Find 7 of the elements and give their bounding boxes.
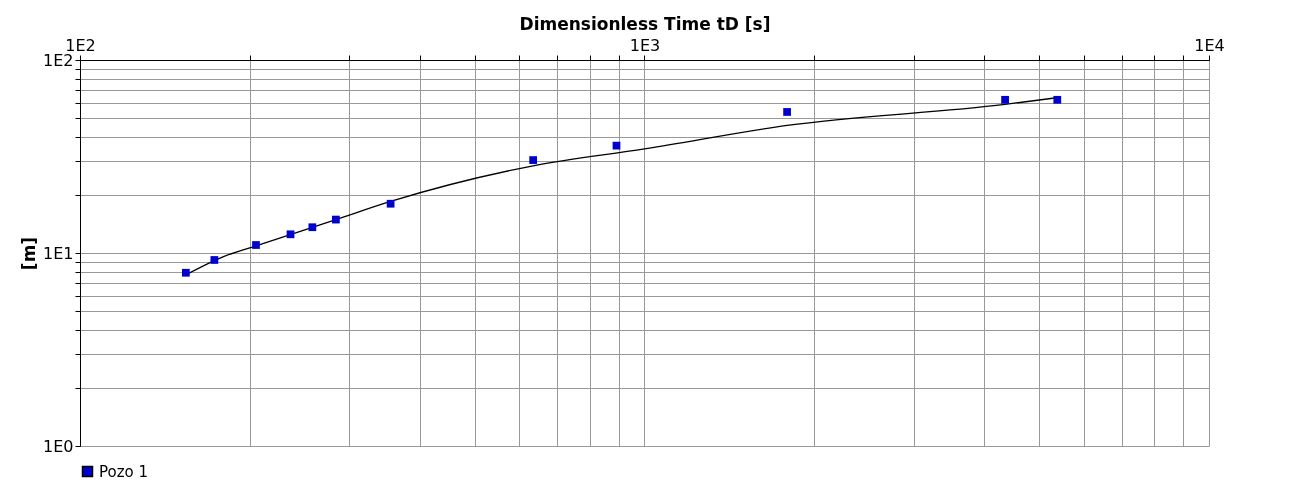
y-tick-label: 1E1 bbox=[43, 243, 74, 263]
x-tick-label: 1E3 bbox=[629, 35, 661, 55]
x-tick-label: 1E4 bbox=[1194, 35, 1225, 55]
y-axis-title: [m] bbox=[19, 236, 40, 271]
x-axis-title: Dimensionless Time tD [s] bbox=[519, 13, 771, 34]
y-tick-label: 1E0 bbox=[43, 436, 74, 456]
legend-label: Pozo 1 bbox=[99, 462, 149, 481]
